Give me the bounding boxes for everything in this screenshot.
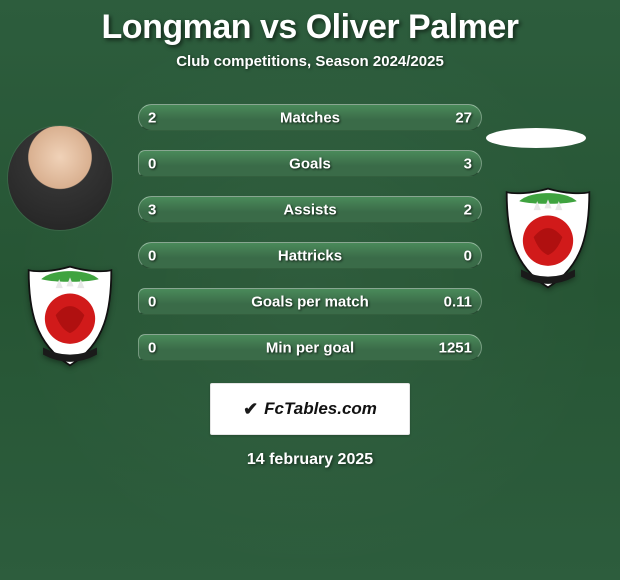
stat-label: Min per goal bbox=[266, 339, 354, 356]
attribution-icon: ✔ bbox=[243, 399, 258, 420]
stat-value-left: 0 bbox=[148, 293, 156, 310]
subtitle: Club competitions, Season 2024/2025 bbox=[176, 53, 444, 70]
club-shield-icon bbox=[25, 263, 115, 369]
stat-row: 0 3 Goals bbox=[138, 150, 482, 177]
stat-row: 3 2 Assists bbox=[138, 196, 482, 223]
stat-value-right: 27 bbox=[455, 109, 472, 126]
player-left-avatar bbox=[8, 126, 112, 230]
stat-bar-left bbox=[138, 150, 145, 177]
stat-value-right: 2 bbox=[464, 201, 472, 218]
stat-bar-left bbox=[138, 334, 145, 361]
attribution-site: FcTables.com bbox=[264, 399, 377, 419]
player-right-avatar bbox=[486, 128, 586, 148]
stat-value-left: 0 bbox=[148, 247, 156, 264]
stat-value-right: 0 bbox=[464, 247, 472, 264]
page-title: Longman vs Oliver Palmer bbox=[102, 8, 519, 47]
stat-bar-left bbox=[138, 288, 145, 315]
stat-value-left: 0 bbox=[148, 339, 156, 356]
player-right-club-badge bbox=[498, 178, 598, 298]
player-left-club-badge bbox=[20, 256, 120, 376]
snapshot-date: 14 february 2025 bbox=[247, 451, 373, 469]
attribution-badge: ✔ FcTables.com bbox=[210, 383, 410, 435]
stat-label: Goals bbox=[289, 155, 331, 172]
stat-value-right: 1251 bbox=[439, 339, 472, 356]
stat-bar-right bbox=[344, 196, 482, 223]
stat-label: Goals per match bbox=[251, 293, 369, 310]
stat-row: 0 0.11 Goals per match bbox=[138, 288, 482, 315]
stat-value-left: 2 bbox=[148, 109, 156, 126]
stat-value-right: 3 bbox=[464, 155, 472, 172]
stat-value-left: 3 bbox=[148, 201, 156, 218]
stat-value-left: 0 bbox=[148, 155, 156, 172]
club-shield-icon bbox=[503, 185, 593, 291]
stat-row: 0 0 Hattricks bbox=[138, 242, 482, 269]
stat-label: Matches bbox=[280, 109, 340, 126]
stat-row: 2 27 Matches bbox=[138, 104, 482, 131]
stat-label: Assists bbox=[283, 201, 336, 218]
stat-label: Hattricks bbox=[278, 247, 342, 264]
stat-value-right: 0.11 bbox=[444, 293, 472, 310]
stat-row: 0 1251 Min per goal bbox=[138, 334, 482, 361]
